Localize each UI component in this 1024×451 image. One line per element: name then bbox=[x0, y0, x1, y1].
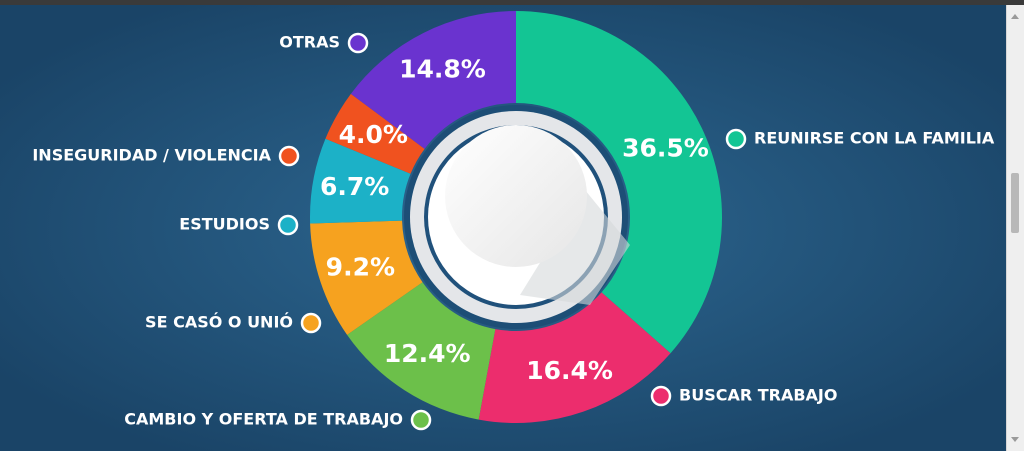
legend-label-cambio-y-oferta-de-trabajo: CAMBIO Y OFERTA DE TRABAJO bbox=[124, 410, 403, 429]
pct-label-reunirse-con-la-familia: 36.5% bbox=[622, 134, 709, 163]
legend-dot-inseguridad-violencia bbox=[278, 145, 300, 167]
legend-dot-cambio-y-oferta-de-trabajo bbox=[410, 409, 432, 431]
legend-item-otras: OTRAS bbox=[279, 32, 369, 54]
donut-chart: 36.5% 16.4% 12.4% 9.2% 6.7% 4.0% 14.8% REUNIRS… bbox=[0, 5, 1007, 451]
legend-label-otras: OTRAS bbox=[279, 33, 340, 52]
slices bbox=[310, 11, 723, 424]
scrollbar-thumb[interactable] bbox=[1011, 173, 1019, 233]
legend-dot-estudios bbox=[277, 214, 299, 236]
legend: REUNIRSE CON LA FAMILIA BUSCAR TRABAJO CAM… bbox=[32, 32, 995, 431]
pct-label-buscar-trabajo: 16.4% bbox=[526, 356, 613, 385]
legend-item-buscar-trabajo: BUSCAR TRABAJO bbox=[650, 385, 837, 407]
legend-dot-se-caso-o-unio bbox=[300, 312, 322, 334]
slice-estudios bbox=[310, 138, 411, 224]
legend-item-cambio-y-oferta-de-trabajo: CAMBIO Y OFERTA DE TRABAJO bbox=[124, 409, 432, 431]
pct-label-estudios: 6.7% bbox=[320, 172, 389, 201]
legend-label-buscar-trabajo: BUSCAR TRABAJO bbox=[679, 386, 837, 405]
slice-reunirse-con-la-familia bbox=[516, 11, 723, 354]
scroll-up-icon[interactable] bbox=[1011, 14, 1019, 19]
slice-inseguridad-violencia bbox=[325, 93, 425, 174]
legend-item-se-caso-o-unio: SE CASÓ O UNIÓ bbox=[145, 312, 322, 334]
center-disc bbox=[445, 125, 587, 267]
legend-dot-otras bbox=[347, 32, 369, 54]
pct-label-cambio-y-oferta-de-trabajo: 12.4% bbox=[384, 339, 471, 368]
legend-item-inseguridad-violencia: INSEGURIDAD / VIOLENCIA bbox=[32, 145, 300, 167]
legend-dot-reunirse-con-la-familia bbox=[725, 128, 747, 150]
slice-otras bbox=[350, 11, 516, 149]
legend-label-reunirse-con-la-familia: REUNIRSE CON LA FAMILIA bbox=[754, 129, 995, 148]
slice-cambio-y-oferta-de-trabajo bbox=[347, 282, 496, 420]
legend-label-inseguridad-violencia: INSEGURIDAD / VIOLENCIA bbox=[32, 146, 271, 165]
legend-label-estudios: ESTUDIOS bbox=[179, 215, 270, 234]
center-shadow bbox=[520, 190, 630, 305]
legend-dot-buscar-trabajo bbox=[650, 385, 672, 407]
scroll-down-icon[interactable] bbox=[1011, 437, 1019, 442]
pct-label-se-caso-o-unio: 9.2% bbox=[326, 253, 395, 282]
slice-buscar-trabajo bbox=[478, 292, 671, 424]
legend-item-estudios: ESTUDIOS bbox=[179, 214, 299, 236]
slice-se-caso-o-unio bbox=[310, 220, 423, 335]
pct-label-otras: 14.8% bbox=[399, 54, 486, 83]
legend-item-reunirse-con-la-familia: REUNIRSE CON LA FAMILIA bbox=[725, 128, 995, 150]
legend-label-se-caso-o-unio: SE CASÓ O UNIÓ bbox=[145, 313, 293, 332]
scrollbar[interactable] bbox=[1006, 5, 1024, 451]
pct-label-inseguridad-violencia: 4.0% bbox=[339, 120, 408, 149]
percent-labels: 36.5% 16.4% 12.4% 9.2% 6.7% 4.0% 14.8% bbox=[320, 54, 709, 385]
top-bar bbox=[0, 0, 1024, 5]
